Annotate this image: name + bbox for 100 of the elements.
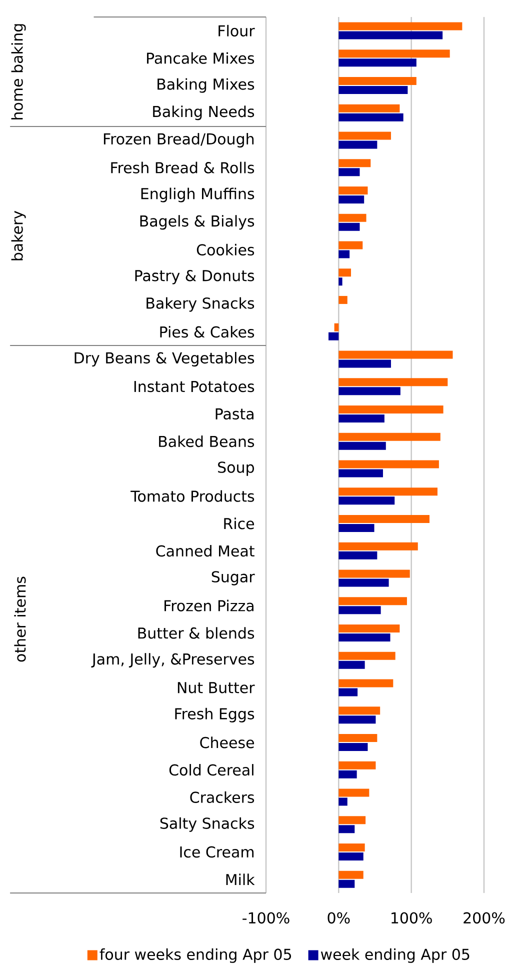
y-tick-label: Pies & Cakes <box>160 326 254 338</box>
bar <box>338 268 352 277</box>
y-tick-label: Instant Potatoes <box>134 381 254 392</box>
bar <box>338 132 391 140</box>
bar <box>338 214 366 222</box>
text: home baking <box>11 24 26 120</box>
bar <box>338 186 368 194</box>
y-tick-label: Bagels & Bialys <box>140 215 254 230</box>
bar <box>338 852 364 860</box>
bar <box>338 378 448 386</box>
bar <box>338 86 408 94</box>
bar <box>338 414 384 422</box>
y-tick-label: Soup <box>218 462 254 476</box>
y-tick-label: Baking Mixes <box>158 78 254 93</box>
bar <box>338 798 348 806</box>
y-tick-label: Flour <box>218 24 255 37</box>
bar <box>338 140 378 149</box>
bar <box>338 250 350 258</box>
bar <box>338 542 418 550</box>
y-tick-label: Bakery Snacks <box>146 297 254 312</box>
bar <box>338 825 355 834</box>
bar <box>338 870 364 879</box>
legend-label: four weeks ending Apr 05 <box>100 948 291 963</box>
bar <box>338 706 380 715</box>
y-tick-label: Engligh Muffins <box>141 188 254 202</box>
bar <box>338 168 360 176</box>
bar <box>338 578 389 587</box>
bar <box>338 524 374 532</box>
bar <box>338 496 395 505</box>
y-tick-label: Fresh Bread & Rolls <box>111 162 254 174</box>
bar <box>338 688 358 696</box>
bar <box>338 442 386 450</box>
bar <box>338 50 450 58</box>
bar <box>338 570 410 578</box>
bar <box>338 761 376 770</box>
y-tick-label: Frozen Pizza <box>164 600 254 612</box>
x-tick-label: 100% <box>392 912 432 924</box>
text: bakery <box>11 210 26 260</box>
y-tick-label: Nut Butter <box>178 682 255 694</box>
bar <box>338 31 443 40</box>
bar <box>338 104 400 112</box>
bar <box>338 159 371 168</box>
y-tick-label: Tomato Products <box>130 490 254 502</box>
bar <box>328 332 339 340</box>
bar <box>338 405 444 414</box>
y-tick-label: Jam, Jelly, &Preserves <box>91 653 254 668</box>
bar <box>338 633 390 642</box>
legend-label: week ending Apr 05 <box>320 948 470 963</box>
bar <box>338 624 400 632</box>
bar <box>338 113 404 122</box>
bar <box>338 22 462 30</box>
y-tick-label: Baked Beans <box>159 436 254 448</box>
y-tick-label: Dry Beans & Vegetables <box>74 352 254 366</box>
bar <box>338 597 407 606</box>
bar <box>334 323 339 332</box>
bar <box>338 734 378 742</box>
bar <box>338 488 438 496</box>
bar <box>338 816 366 824</box>
bar <box>338 660 365 669</box>
bar <box>338 770 357 778</box>
bar <box>338 278 342 286</box>
bar <box>338 460 439 468</box>
bar <box>338 679 394 688</box>
x-tick-label: 0% <box>328 912 350 924</box>
y-tick-label: Pasta <box>216 408 254 420</box>
bar <box>338 360 391 368</box>
bar <box>338 880 355 888</box>
bar <box>338 742 368 751</box>
bar <box>338 195 364 204</box>
bar <box>338 241 363 250</box>
bar <box>338 469 383 478</box>
x-tick-label: 200% <box>464 912 505 924</box>
bar <box>338 58 416 67</box>
y-tick-label: Milk <box>226 874 255 886</box>
bar <box>338 551 378 560</box>
y-tick-label: Butter & blends <box>138 627 254 639</box>
y-tick-label: Cookies <box>196 244 254 256</box>
bar <box>338 350 453 359</box>
bar <box>338 432 440 441</box>
y-tick-label: Pancake Mixes <box>147 52 254 64</box>
bar <box>338 222 360 231</box>
y-tick-label: Cheese <box>200 736 254 748</box>
bar <box>338 843 365 852</box>
bar <box>338 514 430 523</box>
y-tick-label: Sugar <box>212 571 255 586</box>
bar <box>338 606 381 614</box>
bar <box>338 788 370 797</box>
y-tick-label: Rice <box>224 518 254 530</box>
y-tick-label: Cold Cereal <box>169 764 254 776</box>
y-tick-label: Frozen Bread/Dough <box>104 132 254 148</box>
bar <box>338 716 376 724</box>
y-tick-label: Crackers <box>190 791 254 804</box>
y-tick-label: Pastry & Donuts <box>135 270 254 284</box>
y-tick-label: Baking Needs <box>153 106 254 120</box>
y-tick-label: Ice Cream <box>180 846 254 858</box>
y-tick-label: Salty Snacks <box>160 817 254 832</box>
bar <box>338 652 396 660</box>
bar <box>338 296 348 304</box>
bar <box>338 387 400 396</box>
y-tick-label: Fresh Eggs <box>175 708 254 722</box>
